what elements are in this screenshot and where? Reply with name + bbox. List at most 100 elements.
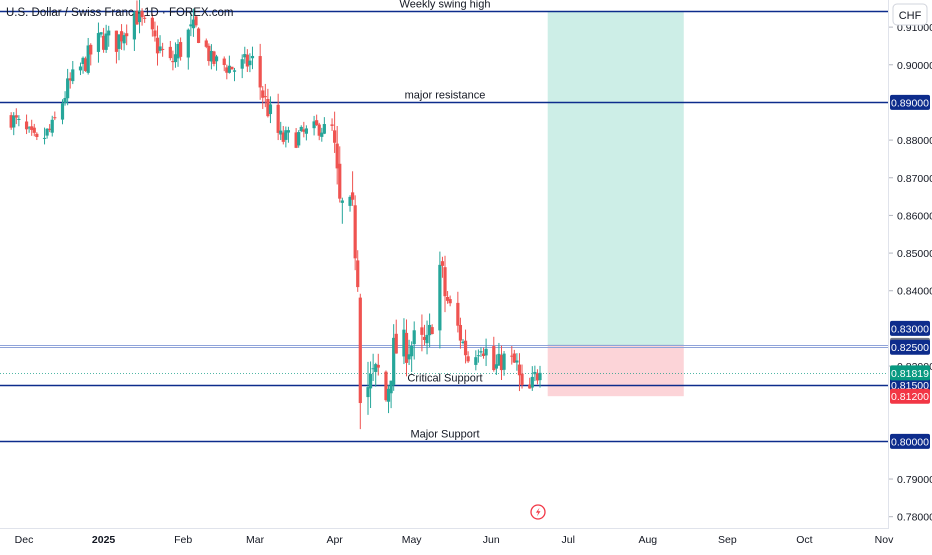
candle-body (263, 96, 267, 98)
candle-body (474, 357, 478, 365)
level-price-badge: 0.82500 (891, 342, 929, 354)
candle-body (194, 16, 198, 26)
candle-body (440, 261, 445, 266)
candle-body (60, 103, 65, 120)
currency-selector[interactable] (892, 3, 928, 26)
candle-body (45, 128, 49, 136)
candle-body (104, 33, 108, 50)
candle-body (63, 97, 67, 104)
time-tick-label: 2025 (92, 534, 116, 546)
price-tick-label: 0.79000 (897, 474, 932, 486)
candle-body (299, 126, 303, 132)
candle-body (420, 327, 424, 335)
price-tick-label: 0.90000 (897, 60, 932, 72)
candle-body (96, 33, 101, 52)
candle-body (374, 364, 378, 372)
candle-body (168, 46, 172, 59)
time-tick-label: Aug (638, 534, 657, 546)
candle-body (494, 364, 498, 369)
candle-body (340, 200, 344, 203)
candle-body (48, 128, 52, 130)
candle-body (258, 56, 262, 88)
candle-body (245, 54, 249, 67)
candle-body (114, 30, 119, 52)
candle-body (448, 299, 452, 304)
candle-body (178, 42, 183, 57)
candle-body (368, 373, 373, 389)
level-price-badge: 0.80000 (891, 436, 929, 448)
candle-body (481, 353, 486, 356)
candle-body (520, 373, 524, 386)
candle-body (9, 115, 13, 128)
candle-body (297, 132, 301, 146)
candle-body (261, 90, 265, 98)
last-price-badge: 0.81819 (891, 368, 929, 380)
level-price-badge-bg (890, 94, 930, 110)
time-tick-label: Mar (246, 534, 265, 546)
candle-body (428, 324, 432, 336)
candle-body (101, 35, 106, 50)
candle-body (315, 120, 319, 126)
candle-body (394, 333, 398, 354)
candle-body (99, 32, 103, 35)
candle-body (161, 48, 165, 50)
candle-body (107, 30, 111, 36)
candle-body (186, 29, 190, 58)
candle-body (84, 58, 88, 72)
candle-body (12, 115, 16, 128)
candle-body (286, 130, 291, 133)
candle-body (338, 163, 342, 199)
time-tick-label: May (402, 534, 423, 546)
level-price-badge-bg (890, 339, 930, 355)
candle-body (122, 35, 126, 44)
candle-body (330, 124, 334, 126)
price-tick-label: 0.86000 (897, 210, 932, 222)
candle-body (317, 124, 321, 136)
candle-body (191, 19, 196, 29)
time-tick-label: Feb (174, 534, 192, 546)
candle-body (150, 17, 154, 30)
level-price-badge-bg (890, 433, 930, 449)
candle-body (353, 205, 357, 259)
time-tick-label: Sep (718, 534, 737, 546)
price-tick-label: 0.91000 (897, 22, 932, 34)
candle-body (189, 24, 193, 27)
candle-body (143, 17, 147, 19)
time-tick-label: Jul (562, 534, 575, 546)
candle-body (499, 355, 504, 371)
candle-body (119, 31, 124, 42)
candle-body (350, 192, 355, 200)
candle-body (384, 371, 388, 401)
candle-body (227, 65, 231, 73)
profit-zone (547, 11, 684, 346)
candle-body (320, 132, 324, 137)
candle-body (515, 360, 519, 363)
candle-body (42, 137, 47, 139)
candle-body (173, 54, 178, 63)
candle-body (17, 118, 21, 120)
candle-body (438, 264, 442, 331)
candle-body (89, 44, 93, 55)
time-tick-label: Apr (326, 534, 343, 546)
events-marker[interactable] (530, 504, 546, 520)
candle-body (225, 67, 229, 73)
price-tick-label: 0.85000 (897, 248, 932, 260)
candle-body (243, 54, 247, 58)
candle-body (407, 354, 411, 360)
candle-body (222, 58, 226, 66)
candle-body (66, 78, 70, 99)
candle-body (535, 373, 540, 381)
level-label: Major Support (410, 429, 479, 441)
candle-body (484, 348, 488, 356)
candle-body (404, 332, 409, 363)
candle-body (232, 70, 237, 72)
candle-body (517, 364, 522, 376)
level-label: Critical Support (407, 373, 482, 385)
candle-body (304, 128, 308, 134)
candle-body (348, 196, 352, 206)
candle-body (528, 384, 532, 389)
candle-body (204, 40, 208, 47)
time-tick-label: Jun (483, 534, 500, 546)
